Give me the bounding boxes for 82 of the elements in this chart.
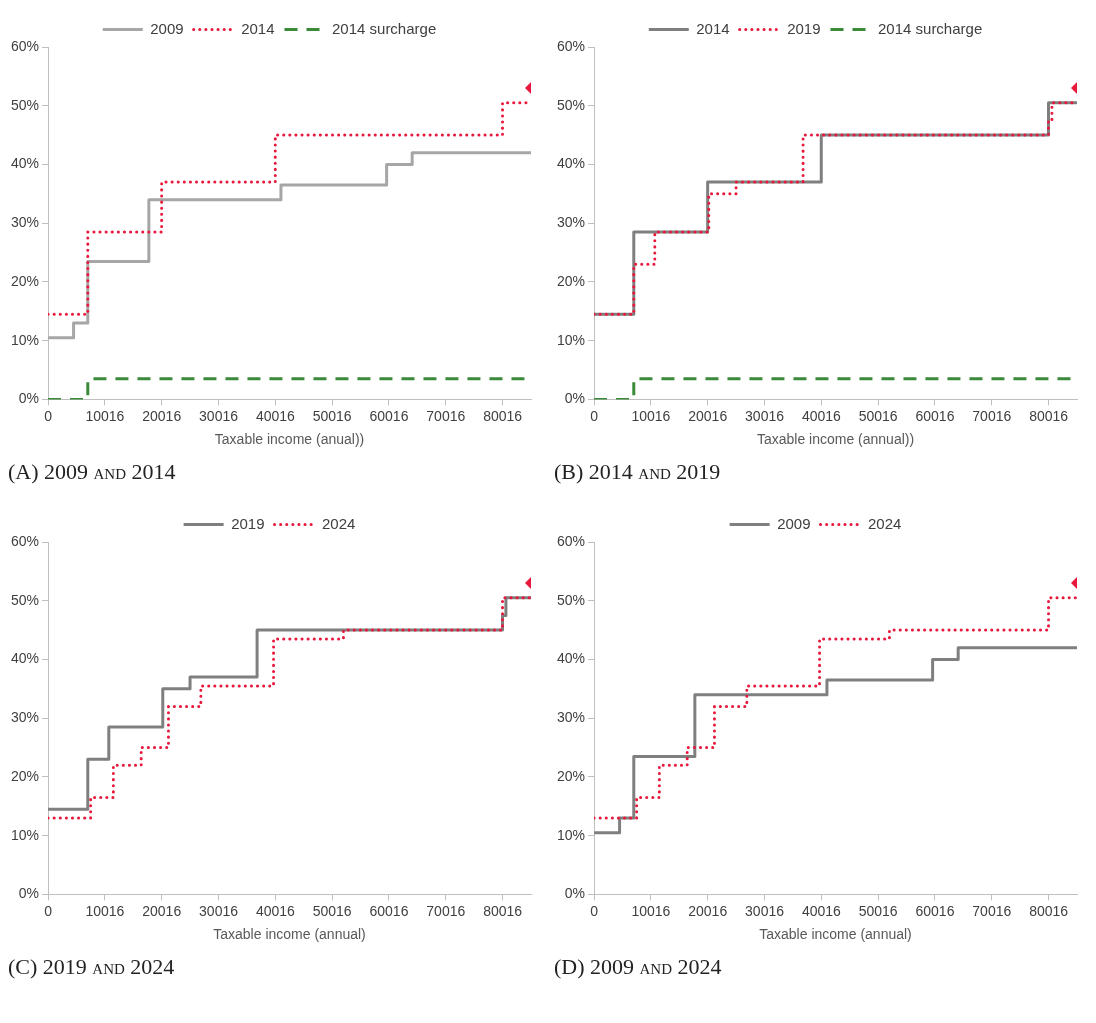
y-tick-label: 20% bbox=[556, 767, 586, 784]
y-tick-label: 60% bbox=[10, 37, 40, 54]
y-tick-label: 10% bbox=[556, 331, 586, 348]
legend-label: 2024 bbox=[868, 514, 902, 532]
y-tick-label: 40% bbox=[556, 650, 586, 667]
x-tick-label: 30016 bbox=[199, 902, 239, 919]
text: (A) 2009 and 2014 bbox=[8, 459, 177, 485]
text: (D) 2009 and 2024 bbox=[554, 954, 723, 980]
x-tick-label: 0 bbox=[590, 902, 599, 919]
legend-label: 2014 surcharge bbox=[878, 19, 983, 37]
y-tick-label: 0% bbox=[564, 390, 586, 407]
y-tick-label: 50% bbox=[556, 591, 586, 608]
legend-label: 2014 bbox=[696, 19, 730, 37]
x-tick-label: 40016 bbox=[255, 407, 296, 424]
y-tick-label: 50% bbox=[556, 96, 586, 113]
y-tick-label: 20% bbox=[10, 767, 40, 784]
x-axis-title: Taxable income (anual)) bbox=[214, 431, 365, 448]
text: (C) 2019 and 2024 bbox=[8, 954, 176, 980]
x-tick-label: 20016 bbox=[142, 407, 182, 424]
y-tick-label: 0% bbox=[18, 885, 40, 902]
x-tick-label: 60016 bbox=[915, 407, 955, 424]
y-tick-label: 60% bbox=[10, 532, 40, 549]
x-tick-label: 70016 bbox=[426, 902, 466, 919]
x-tick-label: 50016 bbox=[858, 902, 898, 919]
x-tick-label: 50016 bbox=[858, 407, 898, 424]
x-tick-label: 60016 bbox=[369, 407, 409, 424]
x-tick-label: 60016 bbox=[369, 902, 409, 919]
x-tick-label: 10016 bbox=[631, 902, 671, 919]
x-axis-title: Taxable income (annual) bbox=[759, 926, 912, 943]
y-tick-label: 50% bbox=[10, 591, 40, 608]
y-tick-label: 20% bbox=[10, 272, 40, 289]
y-tick-label: 60% bbox=[556, 37, 586, 54]
x-tick-label: 20016 bbox=[142, 902, 182, 919]
x-tick-label: 80016 bbox=[483, 902, 523, 919]
y-tick-label: 50% bbox=[10, 96, 40, 113]
x-tick-label: 70016 bbox=[972, 407, 1012, 424]
x-tick-label: 80016 bbox=[483, 407, 523, 424]
legend-label: 2024 bbox=[322, 514, 356, 532]
x-tick-label: 0 bbox=[590, 407, 599, 424]
y-tick-label: 0% bbox=[18, 390, 40, 407]
y-tick-label: 40% bbox=[10, 155, 40, 172]
x-tick-label: 50016 bbox=[312, 407, 352, 424]
x-tick-label: 40016 bbox=[801, 902, 842, 919]
x-tick-label: 70016 bbox=[426, 407, 466, 424]
x-tick-label: 10016 bbox=[85, 902, 125, 919]
y-tick-label: 20% bbox=[556, 272, 586, 289]
x-tick-label: 0 bbox=[44, 902, 53, 919]
x-tick-label: 30016 bbox=[745, 902, 785, 919]
legend-label: 2014 surcharge bbox=[332, 19, 437, 37]
x-tick-label: 80016 bbox=[1029, 407, 1069, 424]
y-tick-label: 10% bbox=[10, 331, 40, 348]
y-tick-label: 30% bbox=[10, 709, 40, 726]
x-axis-title: Taxable income (annual) bbox=[213, 926, 366, 943]
x-tick-label: 20016 bbox=[688, 902, 728, 919]
x-tick-label: 0 bbox=[44, 407, 53, 424]
x-axis-title: Taxable income (annual)) bbox=[756, 431, 915, 448]
y-tick-label: 10% bbox=[556, 826, 586, 843]
y-tick-label: 0% bbox=[564, 885, 586, 902]
x-tick-label: 40016 bbox=[801, 407, 842, 424]
y-tick-label: 30% bbox=[556, 709, 586, 726]
x-tick-label: 80016 bbox=[1029, 902, 1069, 919]
y-tick-label: 10% bbox=[10, 826, 40, 843]
y-tick-label: 30% bbox=[10, 214, 40, 231]
y-tick-label: 40% bbox=[10, 650, 40, 667]
x-tick-label: 10016 bbox=[631, 407, 671, 424]
x-tick-label: 50016 bbox=[312, 902, 352, 919]
legend-label: 2009 bbox=[150, 19, 184, 37]
y-tick-label: 60% bbox=[556, 532, 586, 549]
legend-label: 2009 bbox=[777, 514, 811, 532]
y-tick-label: 40% bbox=[556, 155, 586, 172]
legend-label: 2019 bbox=[231, 514, 265, 532]
x-tick-label: 30016 bbox=[199, 407, 239, 424]
y-tick-label: 30% bbox=[556, 214, 586, 231]
x-tick-label: 10016 bbox=[85, 407, 125, 424]
x-tick-label: 70016 bbox=[972, 902, 1012, 919]
x-tick-label: 30016 bbox=[745, 407, 785, 424]
legend-label: 2014 bbox=[241, 19, 275, 37]
text: (B) 2014 and 2019 bbox=[554, 459, 722, 485]
x-tick-label: 60016 bbox=[915, 902, 955, 919]
legend-label: 2019 bbox=[787, 19, 821, 37]
x-tick-label: 20016 bbox=[688, 407, 728, 424]
x-tick-label: 40016 bbox=[255, 902, 296, 919]
